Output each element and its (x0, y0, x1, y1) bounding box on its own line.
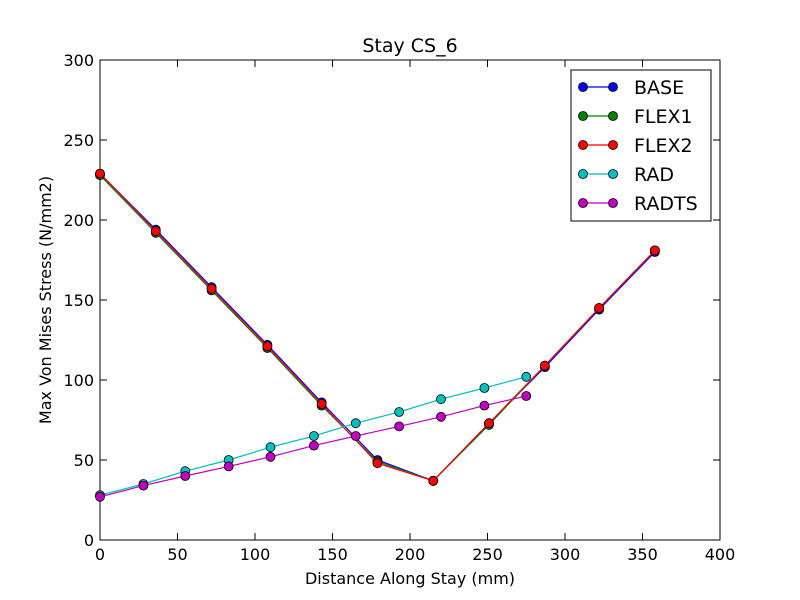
legend-marker-flex1 (578, 111, 588, 121)
x-tick-label: 100 (240, 545, 271, 564)
x-tick-label: 350 (627, 545, 658, 564)
data-point-flex2 (372, 458, 383, 469)
legend-item-radts: RADTS (578, 193, 698, 215)
x-tick-label: 200 (395, 545, 426, 564)
data-point-rad (308, 431, 319, 441)
legend-marker-rad (578, 169, 588, 179)
data-point-radts (521, 391, 532, 401)
x-axis: 0 50 100 150 200 250 300 350 400 (95, 60, 735, 564)
y-tick-label: 150 (63, 291, 94, 310)
data-point-rad (436, 394, 446, 405)
legend-marker-radts (608, 198, 618, 208)
data-point-radts (350, 431, 361, 441)
y-tick-label: 250 (63, 131, 94, 150)
data-point-rad (394, 407, 405, 417)
data-point-flex2 (262, 341, 273, 352)
series-radts (95, 391, 532, 502)
x-tick-label: 250 (472, 545, 503, 564)
y-tick-label: 0 (84, 531, 94, 550)
x-tick-label: 300 (550, 545, 581, 564)
data-point-radts (223, 461, 234, 472)
legend: BASE FLEX1 FLEX2 RAD RADTS (570, 69, 712, 222)
data-point-flex2 (539, 360, 550, 371)
legend-label-flex2: FLEX2 (634, 135, 693, 157)
legend-marker-base (608, 82, 618, 92)
y-axis-title: Max Von Mises Stress (N/mm2) (36, 176, 55, 424)
data-point-radts (138, 480, 149, 491)
legend-label-radts: RADTS (634, 193, 698, 215)
data-point-radts (436, 411, 446, 422)
data-point-flex2 (594, 303, 604, 313)
data-point-rad (479, 383, 490, 393)
data-point-radts (308, 440, 319, 451)
data-point-radts (394, 421, 405, 432)
y-axis: 0 50 100 150 200 250 300 (63, 51, 720, 550)
legend-label-base: BASE (634, 77, 684, 99)
legend-item-rad: RAD (578, 164, 674, 186)
legend-label-rad: RAD (634, 164, 674, 186)
data-point-radts (265, 451, 276, 462)
data-point-flex2 (206, 283, 217, 294)
legend-marker-radts (578, 198, 588, 208)
x-tick-label: 50 (167, 545, 187, 564)
legend-item-base: BASE (578, 77, 684, 99)
x-tick-label: 150 (317, 545, 348, 564)
data-point-flex2 (428, 475, 439, 486)
data-point-flex2 (150, 226, 161, 237)
legend-marker-flex1 (608, 111, 618, 121)
series-layer (95, 168, 660, 502)
y-tick-label: 300 (63, 51, 94, 70)
data-point-flex2 (650, 245, 660, 256)
data-point-rad (350, 418, 361, 429)
data-point-flex2 (95, 168, 105, 179)
legend-label-flex1: FLEX1 (634, 106, 693, 128)
legend-marker-flex2 (608, 140, 618, 150)
data-point-flex2 (316, 399, 327, 409)
series-flex2 (95, 168, 660, 486)
data-point-flex2 (484, 418, 494, 429)
data-point-radts (180, 471, 191, 481)
legend-marker-flex2 (578, 140, 588, 150)
legend-marker-base (578, 82, 588, 92)
legend-item-flex2: FLEX2 (578, 135, 693, 157)
data-point-rad (521, 371, 532, 382)
y-tick-label: 50 (74, 451, 94, 470)
data-point-radts (95, 491, 105, 502)
y-tick-label: 200 (63, 211, 94, 230)
data-point-radts (479, 400, 490, 411)
x-tick-label: 0 (95, 545, 105, 564)
x-axis-title: Distance Along Stay (mm) (305, 569, 515, 588)
legend-item-flex1: FLEX1 (578, 106, 693, 128)
chart-title: Stay CS_6 (362, 35, 457, 57)
data-point-rad (265, 442, 276, 453)
x-tick-label: 400 (705, 545, 736, 564)
y-tick-label: 100 (63, 371, 94, 390)
legend-marker-rad (608, 169, 618, 179)
